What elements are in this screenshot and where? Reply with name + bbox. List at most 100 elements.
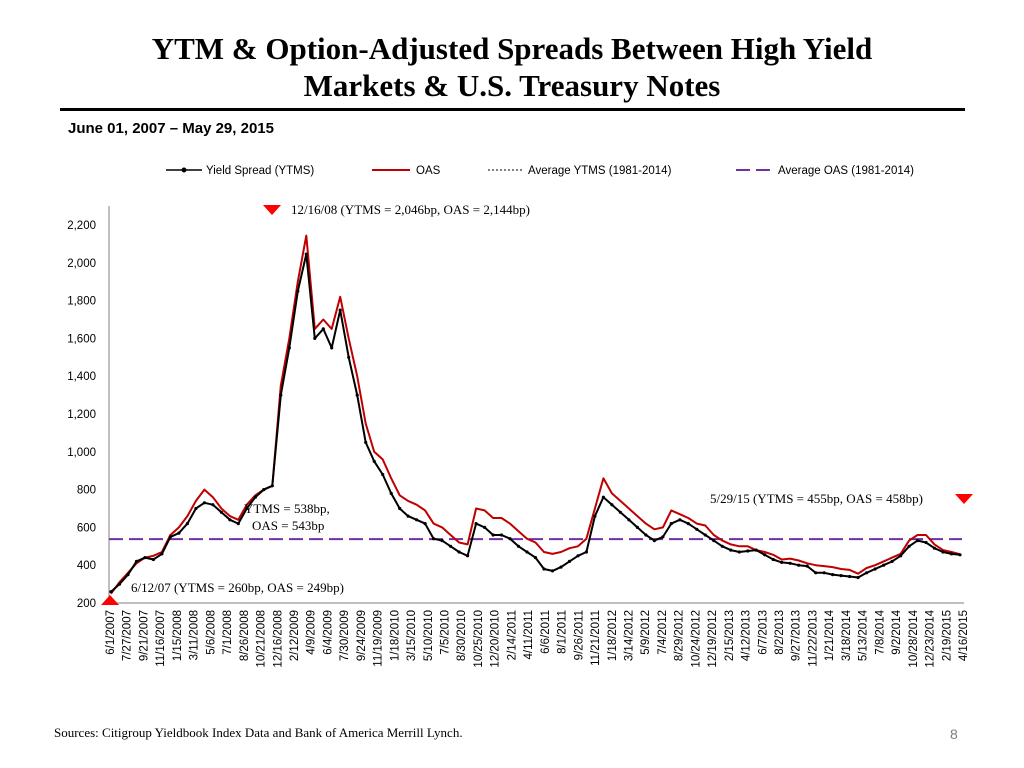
ytms-data-point xyxy=(245,506,249,511)
ytms-data-point xyxy=(610,503,614,507)
legend-ytms-label: Yield Spread (YTMS) xyxy=(206,165,314,177)
ytms-data-point xyxy=(168,535,172,539)
x-tick-label: 9/2/2014 xyxy=(891,609,903,654)
ytms-data-point xyxy=(822,571,826,575)
ytms-data-point xyxy=(270,484,274,488)
x-tick-label: 3/14/2012 xyxy=(624,610,636,661)
x-tick-label: 12/20/2010 xyxy=(490,610,502,668)
ytms-data-point xyxy=(661,535,665,539)
start-marker-icon xyxy=(101,595,119,605)
x-tick-label: 1/18/2010 xyxy=(389,610,401,661)
plot-area xyxy=(109,234,962,595)
x-tick-label: 6/7/2013 xyxy=(757,610,769,655)
annotation-peak: 12/16/08 (YTMS = 2,046bp, OAS = 2,144bp) xyxy=(291,202,530,217)
oas-series-line xyxy=(110,234,961,595)
x-tick-label: 8/1/2011 xyxy=(557,610,569,654)
x-tick-label: 7/8/2014 xyxy=(874,609,886,654)
x-tick-label: 10/28/2014 xyxy=(908,609,920,667)
x-tick-label: 9/21/2007 xyxy=(139,610,151,661)
ytms-data-point xyxy=(483,525,487,530)
y-tick-label: 200 xyxy=(77,598,96,610)
x-tick-label: 5/10/2010 xyxy=(423,610,435,661)
x-tick-label: 3/18/2014 xyxy=(841,609,853,661)
ytms-data-point xyxy=(737,550,741,554)
ytms-data-point xyxy=(355,393,359,397)
legend-avg-oas-label: Average OAS (1981-2014) xyxy=(778,165,914,177)
ytms-data-point xyxy=(160,552,164,556)
x-tick-label: 2/15/2013 xyxy=(724,610,736,661)
x-tick-label: 4/9/2009 xyxy=(306,610,318,655)
ytms-data-point xyxy=(508,537,512,541)
x-tick-label: 7/4/2012 xyxy=(657,610,669,655)
ytms-data-point xyxy=(644,533,648,537)
title-divider xyxy=(60,108,965,111)
ytms-data-point xyxy=(253,495,257,499)
x-tick-label: 3/11/2008 xyxy=(189,610,201,660)
ytms-data-point xyxy=(415,518,419,522)
ytms-data-point xyxy=(143,556,147,560)
ytms-data-point xyxy=(686,522,690,526)
ytms-data-point xyxy=(915,539,920,543)
latest-marker-icon xyxy=(955,494,973,504)
x-tick-label: 9/27/2013 xyxy=(791,610,803,661)
x-tick-label: 4/16/2015 xyxy=(958,610,970,661)
ytms-data-point xyxy=(559,565,563,569)
ytms-data-point xyxy=(423,522,427,526)
ytms-data-point xyxy=(669,522,673,526)
ytms-data-point xyxy=(890,559,894,564)
x-tick-label: 11/21/2011 xyxy=(590,610,602,666)
title-line-1: YTM & Option-Adjusted Spreads Between Hi… xyxy=(151,31,873,66)
annotation-avg-oas: OAS = 543bp xyxy=(252,518,324,533)
ytms-data-point xyxy=(381,472,385,477)
y-tick-label: 400 xyxy=(77,560,96,572)
x-tick-label: 3/15/2010 xyxy=(406,610,418,661)
ytms-data-point xyxy=(279,393,283,397)
y-tick-label: 800 xyxy=(77,485,96,497)
ytms-data-point xyxy=(321,327,325,331)
x-tick-label: 12/16/2008 xyxy=(272,610,284,668)
ytms-data-point xyxy=(398,506,402,511)
ytms-data-point xyxy=(185,522,189,526)
ytms-data-point xyxy=(712,539,716,543)
x-tick-label: 9/24/2009 xyxy=(356,610,368,661)
ytms-data-point xyxy=(499,533,504,537)
x-tick-label: 5/6/2008 xyxy=(205,610,217,655)
ytms-data-point xyxy=(593,514,597,518)
x-tick-label: 8/2/2013 xyxy=(774,610,786,655)
ytms-data-point xyxy=(754,548,758,552)
x-tick-label: 4/11/2011 xyxy=(523,610,535,659)
ytms-data-point xyxy=(865,571,869,575)
ytms-data-point xyxy=(627,518,631,522)
ytms-data-point xyxy=(134,559,139,564)
annotation-start: 6/12/07 (YTMS = 260bp, OAS = 249bp) xyxy=(131,580,344,595)
x-tick-label: 8/26/2008 xyxy=(239,610,251,661)
ytms-data-point xyxy=(576,554,580,558)
ytms-data-point xyxy=(151,557,155,562)
x-tick-label: 7/5/2010 xyxy=(440,610,452,655)
ytms-data-point xyxy=(678,518,682,522)
x-tick-label: 8/29/2012 xyxy=(674,610,686,661)
x-tick-label: 11/22/2013 xyxy=(808,610,820,667)
x-tick-label: 12/19/2012 xyxy=(707,610,719,668)
ytms-data-point xyxy=(958,553,962,557)
ytms-data-point xyxy=(949,552,954,556)
ytms-data-point xyxy=(525,550,529,554)
ytms-data-point xyxy=(839,574,843,578)
ytms-data-point xyxy=(797,563,801,567)
ytms-data-point xyxy=(720,544,724,548)
ytms-data-point xyxy=(117,582,122,586)
ytms-data-point xyxy=(474,522,478,526)
ytms-data-point xyxy=(567,559,572,564)
ytms-data-point xyxy=(406,514,410,518)
y-tick-label: 1,000 xyxy=(67,447,96,459)
title-line-2: Markets & U.S. Treasury Notes xyxy=(303,68,721,103)
ytms-data-point xyxy=(932,546,937,550)
ytms-data-point xyxy=(262,488,266,492)
x-tick-label: 5/9/2012 xyxy=(640,610,652,655)
ytms-data-point xyxy=(287,346,291,350)
x-tick-label: 6/4/2009 xyxy=(322,610,334,655)
ytms-data-point xyxy=(440,539,444,543)
peak-marker-icon xyxy=(263,205,281,215)
ytms-data-point xyxy=(618,510,623,514)
ytms-data-point xyxy=(831,573,835,577)
